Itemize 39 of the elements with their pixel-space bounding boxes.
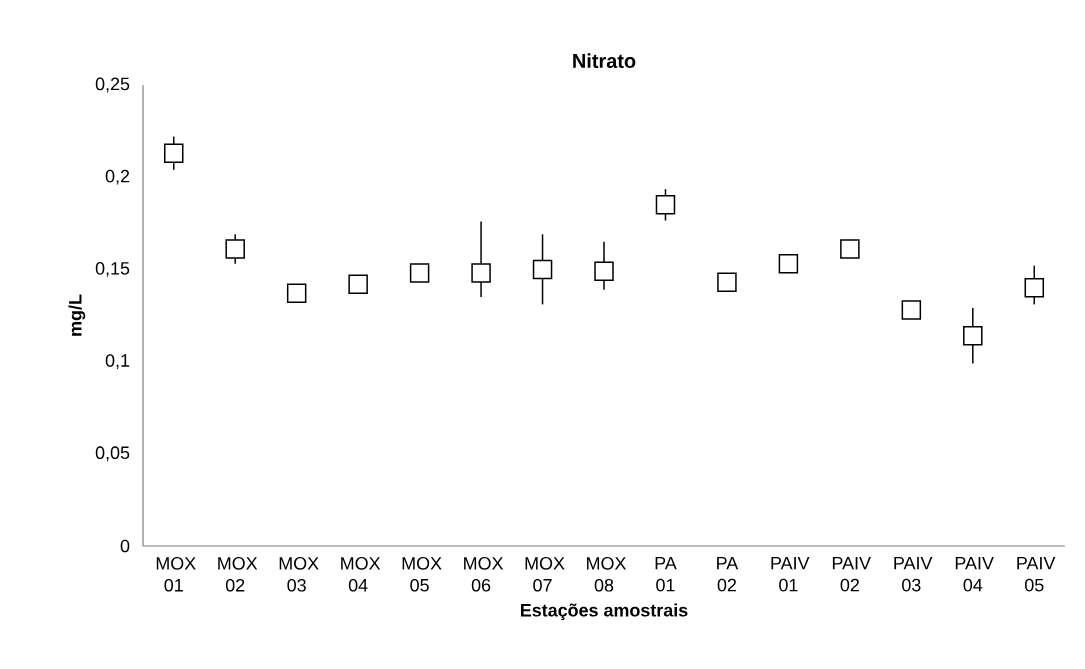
point: [471, 263, 491, 283]
y-tick-label: 0: [120, 539, 130, 553]
x-tick-label: MOX 01: [156, 556, 196, 592]
point: [225, 239, 245, 259]
point: [286, 283, 307, 304]
point: [778, 254, 799, 274]
point: [717, 272, 737, 293]
x-tick-label: MOX 08: [587, 556, 627, 592]
y-tick-label: 0,25: [95, 77, 130, 93]
point: [840, 239, 860, 259]
point: [532, 259, 553, 280]
chart-title: Nitrato: [573, 53, 636, 68]
x-tick-label: PAIV 04: [955, 556, 994, 592]
x-axis-title: Estações amostrais: [520, 603, 688, 621]
point: [901, 300, 922, 320]
point: [1024, 278, 1045, 298]
x-tick-label: MOX 04: [341, 556, 381, 592]
point: [655, 195, 676, 215]
point: [594, 261, 614, 281]
x-tick-label: MOX 02: [218, 556, 258, 592]
x-tick-label: MOX 03: [279, 556, 319, 592]
x-tick-label: MOX 07: [525, 556, 565, 592]
x-tick-label: PAIV 03: [894, 556, 933, 592]
x-tick-label: PAIV 01: [771, 556, 810, 592]
point: [348, 274, 368, 294]
x-tick-label: PAIV 02: [832, 556, 871, 592]
x-tick-label: MOX 06: [464, 556, 504, 592]
y-axis-title: mg/L: [68, 294, 86, 336]
y-tick-label: 0,05: [95, 446, 130, 462]
y-tick-label: 0,1: [105, 354, 130, 369]
y-tick-label: 0,15: [95, 261, 130, 277]
x-tick-label: PAIV 05: [1017, 556, 1056, 592]
point: [409, 263, 430, 283]
point: [963, 326, 983, 346]
x-tick-label: PA 02: [717, 556, 739, 592]
x-tick-label: PA 01: [655, 556, 677, 592]
y-tick-label: 0,2: [105, 169, 130, 185]
point: [163, 143, 184, 163]
x-tick-label: MOX 05: [402, 556, 442, 592]
